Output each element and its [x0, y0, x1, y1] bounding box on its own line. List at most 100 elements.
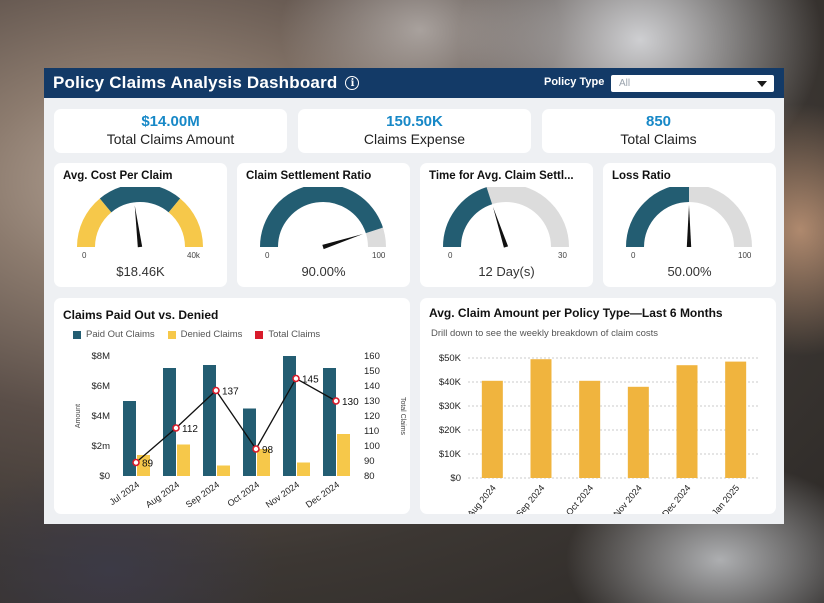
x-tick-label: Nov 2024	[264, 479, 301, 509]
gauge-card-settlement-time: Time for Avg. Claim Settl... 0 30 12 Day…	[420, 163, 593, 287]
chart-title: Avg. Claim Amount per Policy Type—Last 6…	[429, 306, 723, 320]
y-tick-label: $10K	[439, 449, 462, 460]
info-icon[interactable]: i	[345, 76, 360, 90]
y2-tick-label: 90	[364, 456, 375, 467]
bar-denied	[337, 434, 350, 476]
gauge-min: 0	[265, 251, 270, 260]
y2-tick-label: 130	[364, 396, 380, 407]
legend-item-total[interactable]: Total Claims	[255, 329, 320, 340]
y2-tick-label: 100	[364, 441, 380, 452]
kpi-value: $14.00M	[141, 113, 200, 130]
y2-tick-label: 110	[364, 426, 379, 437]
chart-card-paid-vs-denied: Claims Paid Out vs. Denied Paid Out Clai…	[54, 298, 410, 514]
x-tick-label: Dec 2024	[304, 479, 341, 509]
y2-tick-label: 160	[364, 351, 380, 362]
bar-avg-claim	[530, 359, 552, 478]
kpi-total-claims: 850 Total Claims	[542, 109, 775, 153]
gauge-fill	[260, 187, 383, 248]
y-tick-label: $8M	[92, 351, 111, 362]
bar-paid-out	[283, 356, 296, 476]
point-total-claims	[172, 424, 180, 432]
kpi-total-claims-amount: $14.00M Total Claims Amount	[54, 109, 287, 153]
data-label-total-claims: 98	[262, 445, 274, 456]
policy-type-label: Policy Type	[544, 76, 605, 88]
gauge-loss-ratio	[626, 187, 752, 248]
x-tick-label: Aug 2024	[465, 483, 497, 514]
point-total-claims	[252, 445, 260, 453]
gauge-min: 0	[631, 251, 636, 260]
chart-legend: Paid Out Claims Denied Claims Total Clai…	[73, 329, 320, 340]
bar-denied	[297, 462, 310, 476]
bar-denied	[177, 444, 190, 476]
point-total-claims	[292, 374, 300, 383]
legend-swatch	[73, 330, 81, 339]
gauge-max: 30	[558, 251, 567, 260]
y2-axis-label: Total Claims	[399, 397, 406, 436]
legend-label: Paid Out Claims	[86, 329, 155, 340]
gauge-needle	[686, 205, 692, 247]
point-total-claims	[132, 458, 140, 467]
bar-avg-claim	[676, 365, 698, 478]
x-tick-label: Jul 2024	[108, 479, 142, 507]
gauge-max: 40k	[187, 251, 200, 260]
x-tick-label: Oct 2024	[564, 483, 595, 514]
gauge-min: 0	[448, 251, 453, 260]
line-total-claims	[135, 377, 337, 463]
y-tick-label: $30K	[439, 401, 462, 412]
kpi-value: 850	[645, 113, 672, 130]
point-total-claims	[212, 386, 220, 395]
gauge-max: 100	[372, 251, 386, 260]
gauge-needle	[322, 234, 363, 250]
data-label-total-claims: 145	[302, 375, 319, 386]
chart-card-avg-claim-amount: Avg. Claim Amount per Policy Type—Last 6…	[420, 298, 776, 514]
gauge-card-loss-ratio: Loss Ratio 0 100 50.00%	[603, 163, 776, 287]
gauge-title: Claim Settlement Ratio	[246, 170, 372, 182]
y-tick-label: $20K	[439, 425, 462, 436]
x-tick-label: Nov 2024	[611, 483, 643, 514]
dashboard: Policy Claims Analysis Dashboard i Polic…	[44, 68, 784, 524]
legend-item-denied[interactable]: Denied Claims	[167, 329, 243, 340]
gauge-settlement-ratio	[260, 187, 386, 250]
bar-denied	[217, 465, 230, 476]
bar-paid-out	[203, 365, 216, 476]
gauge-max: 100	[738, 251, 752, 260]
policy-type-value: All	[619, 78, 631, 89]
kpi-claims-expense: 150.50K Claims Expense	[298, 109, 531, 153]
gauge-fill	[443, 187, 493, 248]
bar-avg-claim	[627, 386, 649, 478]
y2-tick-label: 120	[364, 411, 380, 422]
legend-label: Denied Claims	[180, 329, 243, 340]
y2-tick-label: 150	[364, 366, 380, 377]
data-label-total-claims: 112	[182, 424, 198, 435]
kpi-label: Claims Expense	[363, 131, 466, 147]
legend-label: Total Claims	[268, 329, 321, 340]
y2-tick-label: 140	[364, 381, 380, 392]
bar-paid-out	[123, 401, 136, 476]
bar-paid-out	[163, 368, 176, 476]
kpi-label: Total Claims	[620, 131, 697, 147]
y-tick-label: $4M	[92, 411, 111, 422]
gauge-min: 0	[82, 251, 87, 260]
chevron-down-icon[interactable]	[757, 81, 767, 87]
page-title: Policy Claims Analysis Dashboard	[53, 73, 338, 92]
chart-title: Claims Paid Out vs. Denied	[63, 308, 219, 322]
gauge-needle	[493, 207, 509, 248]
bar-denied	[257, 449, 270, 476]
x-tick-label: Sep 2024	[184, 479, 221, 509]
bar-paid-out	[323, 368, 336, 476]
legend-swatch	[167, 330, 176, 339]
bar-avg-claim	[725, 361, 747, 478]
gauge-value: 50.00%	[667, 264, 712, 279]
gauge-card-settlement-ratio: Claim Settlement Ratio 0 100 90.00%	[237, 163, 410, 287]
gauge-segment	[168, 198, 203, 248]
y-tick-label: $6M	[92, 381, 111, 392]
gauge-title: Time for Avg. Claim Settl...	[429, 170, 574, 182]
legend-item-paid[interactable]: Paid Out Claims	[73, 329, 155, 340]
gauge-avg-cost	[77, 187, 203, 248]
gauge-segment	[77, 198, 112, 248]
bar-denied	[137, 455, 150, 476]
gauge-needle	[134, 205, 143, 248]
policy-type-dropdown[interactable]: All	[611, 75, 774, 92]
title-bar: Policy Claims Analysis Dashboard i Polic…	[44, 68, 784, 98]
x-tick-label: Oct 2024	[225, 479, 261, 508]
